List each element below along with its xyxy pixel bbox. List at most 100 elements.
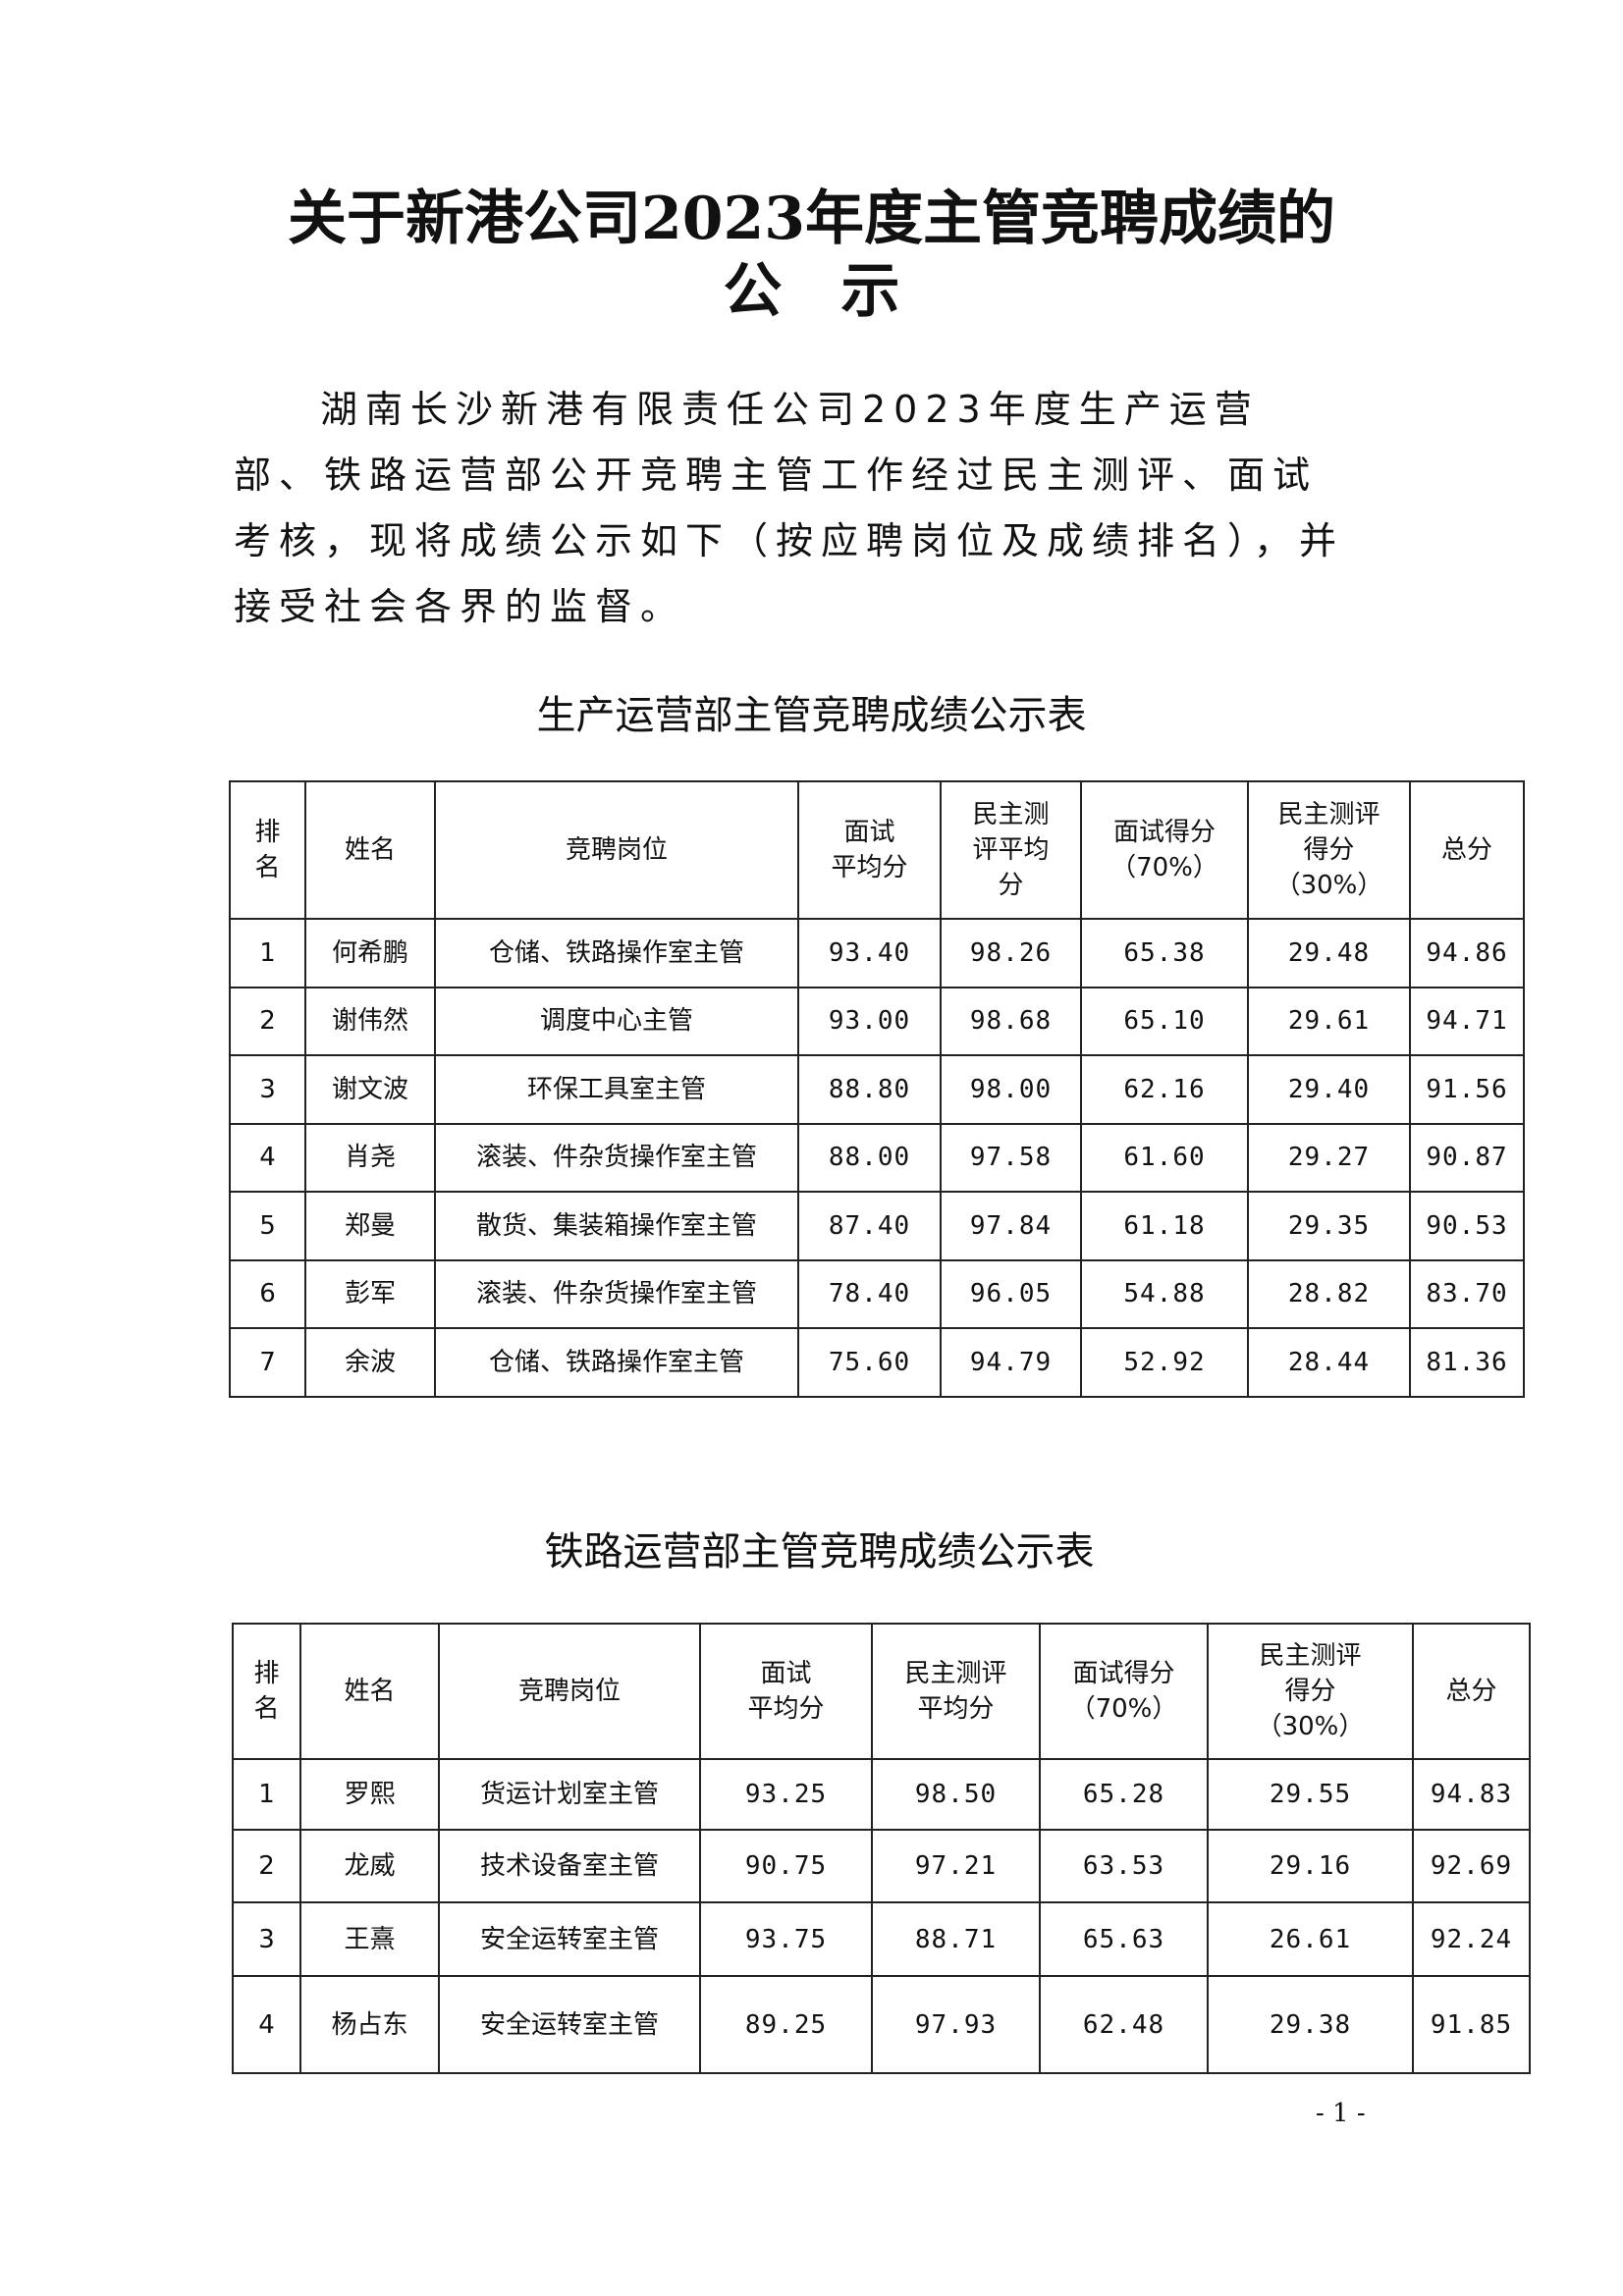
cell-interview-score: 52.92 [1080,1327,1249,1398]
cell-position: 散货、集装箱操作室主管 [434,1191,799,1261]
cell-total: 94.86 [1409,918,1525,988]
table-row: 3 谢文波 环保工具室主管 88.80 98.00 62.16 29.40 91.56 [229,1054,1525,1125]
railway-ops-score-table: 排 名姓名 竞聘岗位 面试 平均分 民主测评 平均分 面试得分 （70%） 民主测评 得分… [232,1623,1531,2074]
cell-interview-avg: 93.00 [797,986,942,1056]
cell-interview-score: 54.88 [1080,1258,1249,1329]
table-row: 2 谢伟然 调度中心主管 93.00 98.68 65.10 29.61 94.71 [229,986,1525,1056]
header-position: 竞聘岗位 [434,780,799,920]
cell-total: 91.56 [1409,1054,1525,1125]
cell-interview-score: 62.16 [1080,1054,1249,1125]
cell-rank: 6 [229,1258,306,1329]
cell-total: 81.36 [1409,1327,1525,1398]
header-rank: 排 名 [229,780,306,920]
table-row: 4 杨占东 安全运转室主管 89.25 97.93 62.48 29.38 91.85 [232,1975,1531,2074]
header-total: 总分 [1412,1623,1531,1760]
document-title: 关于新港公司2023年度主管竞聘成绩的 [288,185,1335,253]
cell-position: 技术设备室主管 [438,1829,701,1903]
cell-name: 王熹 [299,1901,440,1977]
cell-total: 83.70 [1409,1258,1525,1329]
cell-interview-avg: 93.40 [797,918,942,988]
cell-democratic-avg: 94.79 [940,1327,1082,1398]
cell-democratic-score: 29.27 [1247,1122,1411,1193]
cell-interview-avg: 93.25 [699,1758,873,1831]
header-interview-avg: 面试 平均分 [797,780,942,920]
cell-interview-score: 61.60 [1080,1122,1249,1193]
page-number: - 1 - [1316,2099,1366,2128]
cell-interview-score: 65.63 [1039,1901,1209,1977]
cell-rank: 4 [232,1975,301,2074]
header-name: 姓名 [304,780,436,920]
cell-democratic-score: 29.61 [1247,986,1411,1056]
intro-paragraph: 湖南长沙新港有限责任公司2023年度生产运营部、铁路运营部公开竞聘主管工作经过民… [234,388,1345,628]
cell-total: 91.85 [1412,1975,1531,2074]
cell-rank: 1 [232,1758,301,1831]
cell-name: 杨占东 [299,1975,440,2074]
cell-interview-score: 65.28 [1039,1758,1209,1831]
cell-democratic-score: 29.35 [1247,1191,1411,1261]
cell-name: 郑曼 [304,1191,436,1261]
production-ops-score-table: 排 名姓名 竞聘岗位 面试 平均分 民主测 评平均 分面试得分 （70%） 民主测评 得… [229,780,1525,1398]
cell-rank: 7 [229,1327,306,1398]
cell-interview-avg: 75.60 [797,1327,942,1398]
cell-democratic-avg: 98.50 [871,1758,1041,1831]
cell-position: 货运计划室主管 [438,1758,701,1831]
cell-name: 何希鹏 [304,918,436,988]
table2-caption: 铁路运营部主管竞聘成绩公示表 [544,1529,1095,1575]
header-name: 姓名 [299,1623,440,1760]
cell-name: 余波 [304,1327,436,1398]
cell-name: 彭军 [304,1258,436,1329]
cell-name: 罗熙 [299,1758,440,1831]
cell-total: 90.53 [1409,1191,1525,1261]
cell-interview-score: 63.53 [1039,1829,1209,1903]
cell-total: 92.69 [1412,1829,1531,1903]
cell-democratic-score: 29.38 [1207,1975,1414,2074]
header-democratic-score: 民主测评 得分 （30%） [1247,780,1411,920]
cell-democratic-score: 26.61 [1207,1901,1414,1977]
cell-democratic-avg: 98.26 [940,918,1082,988]
cell-democratic-score: 29.48 [1247,918,1411,988]
header-interview-avg: 面试 平均分 [699,1623,873,1760]
cell-democratic-score: 29.55 [1207,1758,1414,1831]
table-header-row: 排 名姓名 竞聘岗位 面试 平均分 民主测 评平均 分面试得分 （70%） 民主测评 得… [229,780,1525,920]
table-row: 2 龙威 技术设备室主管 90.75 97.21 63.53 29.16 92.69 [232,1829,1531,1903]
document-title-line2: 公示 [723,257,959,326]
cell-name: 谢文波 [304,1054,436,1125]
table-row: 6 彭军 滚装、件杂货操作室主管 78.40 96.05 54.88 28.82 83.70 [229,1258,1525,1329]
cell-rank: 2 [229,986,306,1056]
cell-democratic-avg: 98.00 [940,1054,1082,1125]
cell-democratic-avg: 88.71 [871,1901,1041,1977]
cell-name: 龙威 [299,1829,440,1903]
cell-interview-avg: 78.40 [797,1258,942,1329]
cell-position: 环保工具室主管 [434,1054,799,1125]
cell-interview-avg: 88.00 [797,1122,942,1193]
cell-total: 94.71 [1409,986,1525,1056]
table-row: 5 郑曼 散货、集装箱操作室主管 87.40 97.84 61.18 29.35 90.53 [229,1191,1525,1261]
cell-position: 滚装、件杂货操作室主管 [434,1122,799,1193]
cell-democratic-score: 28.82 [1247,1258,1411,1329]
cell-rank: 3 [232,1901,301,1977]
cell-name: 谢伟然 [304,986,436,1056]
cell-democratic-score: 29.40 [1247,1054,1411,1125]
cell-interview-score: 61.18 [1080,1191,1249,1261]
cell-democratic-score: 29.16 [1207,1829,1414,1903]
cell-democratic-avg: 97.84 [940,1191,1082,1261]
cell-democratic-avg: 97.58 [940,1122,1082,1193]
header-rank: 排 名 [232,1623,301,1760]
cell-interview-avg: 93.75 [699,1901,873,1977]
cell-rank: 5 [229,1191,306,1261]
cell-interview-avg: 88.80 [797,1054,942,1125]
table-row: 3 王熹 安全运转室主管 93.75 88.71 65.63 26.61 92.24 [232,1901,1531,1977]
header-interview-score: 面试得分 （70%） [1080,780,1249,920]
cell-name: 肖尧 [304,1122,436,1193]
cell-interview-avg: 90.75 [699,1829,873,1903]
cell-total: 94.83 [1412,1758,1531,1831]
header-position: 竞聘岗位 [438,1623,701,1760]
cell-position: 仓储、铁路操作室主管 [434,1327,799,1398]
header-democratic-score: 民主测评 得分 （30%） [1207,1623,1414,1760]
cell-position: 滚装、件杂货操作室主管 [434,1258,799,1329]
cell-total: 90.87 [1409,1122,1525,1193]
header-democratic-avg: 民主测 评平均 分 [940,780,1082,920]
header-total: 总分 [1409,780,1525,920]
table1-caption: 生产运营部主管竞聘成绩公示表 [536,693,1087,738]
cell-interview-avg: 87.40 [797,1191,942,1261]
